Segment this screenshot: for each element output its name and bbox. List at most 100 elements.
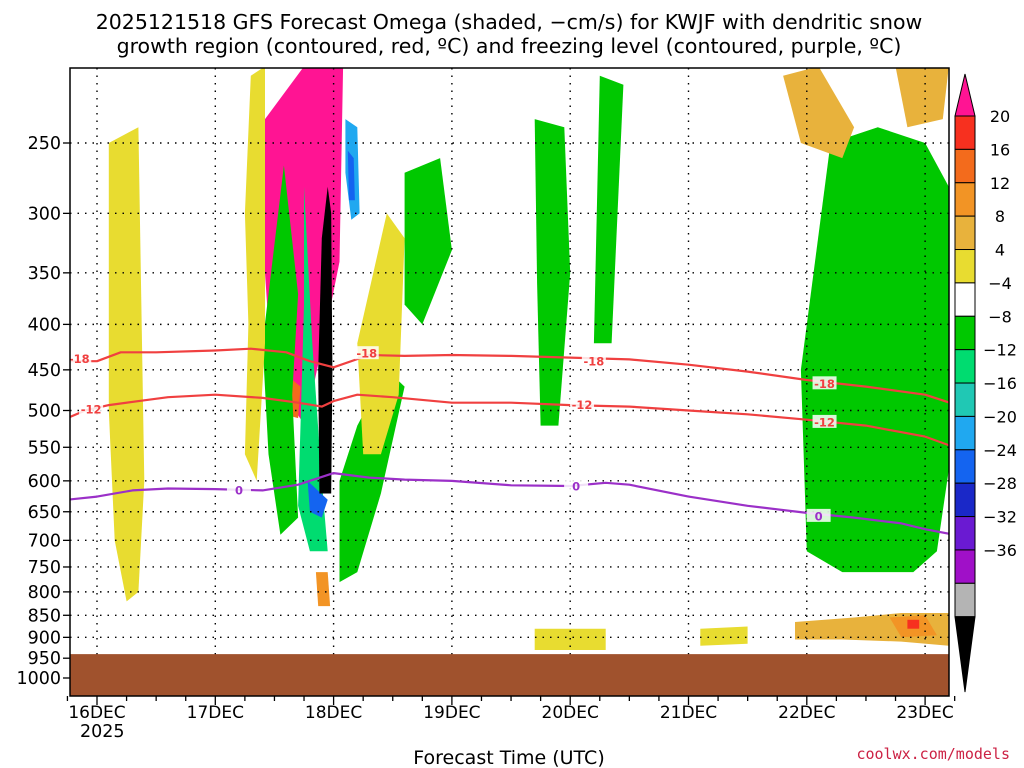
colorbar-swatch-15 bbox=[954, 582, 976, 618]
y-tick-label-1000: 1000 bbox=[16, 669, 61, 689]
contour-label-2-0: 0 bbox=[235, 483, 243, 497]
y-tick-label-700: 700 bbox=[28, 531, 61, 551]
omega-region-6 bbox=[307, 480, 328, 518]
colorbar-label-7: −12 bbox=[983, 341, 1017, 360]
y-tick-label-350: 350 bbox=[28, 264, 61, 284]
colorbar-label-1: 16 bbox=[990, 140, 1010, 159]
colorbar-label-5: −4 bbox=[988, 274, 1012, 293]
colorbar-swatch-2 bbox=[954, 148, 976, 184]
plot-area: -18 -18 -18 -18 -12 -12 -12 0 0 0 bbox=[69, 68, 949, 696]
y-tick-label-300: 300 bbox=[28, 204, 61, 224]
contour-label-bg bbox=[564, 478, 589, 492]
contour-label-1-1: -12 bbox=[572, 398, 593, 412]
omega-region-8 bbox=[315, 572, 331, 607]
x-axis-year-label: 2025 bbox=[80, 722, 125, 742]
contour-label-bg bbox=[79, 401, 104, 415]
y-tick-label-450: 450 bbox=[28, 361, 61, 381]
x-tick-label-23DEC: 23DEC bbox=[896, 703, 953, 723]
chart-title-line-1: 2025121518 GFS Forecast Omega (shaded, −… bbox=[96, 10, 923, 34]
colorbar-label-4: 4 bbox=[995, 241, 1005, 260]
y-tick-label-400: 400 bbox=[28, 315, 61, 335]
x-tick-label-21DEC: 21DEC bbox=[660, 703, 717, 723]
contour-label-2-2: 0 bbox=[815, 509, 823, 523]
omega-region-26 bbox=[357, 213, 405, 455]
x-tick-label-16DEC: 16DEC bbox=[68, 703, 125, 723]
x-axis-title: Forecast Time (UTC) bbox=[413, 747, 604, 768]
colorbar-swatch-3 bbox=[954, 182, 976, 217]
contour-label-bg bbox=[812, 414, 837, 428]
contour-label-bg bbox=[226, 482, 251, 496]
y-tick-label-650: 650 bbox=[28, 503, 61, 523]
colorbar-swatch-11 bbox=[954, 449, 976, 484]
contour-label-bg bbox=[354, 346, 379, 360]
x-tick-label-19DEC: 19DEC bbox=[423, 703, 480, 723]
omega-region-13 bbox=[783, 68, 855, 159]
contour-label-0-0: -18 bbox=[69, 352, 90, 366]
contour-label-bg bbox=[70, 351, 92, 365]
contour-label-bg bbox=[570, 397, 595, 411]
x-tick-label-22DEC: 22DEC bbox=[778, 703, 835, 723]
contour-label-0-2: -18 bbox=[583, 355, 604, 369]
y-tick-label-950: 950 bbox=[28, 649, 61, 669]
y-tick-label-250: 250 bbox=[28, 134, 61, 154]
contour-label-bg bbox=[581, 354, 606, 368]
x-tick-label-20DEC: 20DEC bbox=[542, 703, 599, 723]
colorbar-label-8: −16 bbox=[983, 374, 1017, 393]
y-tick-label-500: 500 bbox=[28, 402, 61, 422]
colorbar-cap-bottom bbox=[954, 616, 976, 693]
y-tick-label-800: 800 bbox=[28, 583, 61, 603]
contours: -18 -18 -18 -18 -12 -12 -12 0 0 0 bbox=[69, 346, 949, 535]
colorbar-swatch-8 bbox=[954, 349, 976, 384]
contour-line-0 bbox=[70, 347, 949, 404]
colorbar-label-3: 8 bbox=[995, 207, 1005, 226]
omega-region-25 bbox=[244, 68, 265, 481]
colorbar-label-11: −28 bbox=[983, 474, 1017, 493]
omega-region-17 bbox=[907, 619, 920, 629]
contour-label-0-3: -18 bbox=[814, 377, 835, 391]
omega-region-19 bbox=[700, 626, 748, 646]
plot-frame bbox=[69, 67, 950, 697]
contour-label-1-0: -12 bbox=[81, 402, 102, 416]
colorbar-label-9: −20 bbox=[983, 407, 1017, 426]
colorbar-swatch-4 bbox=[954, 215, 976, 251]
y-tick-label-850: 850 bbox=[28, 606, 61, 626]
omega-region-23 bbox=[593, 75, 624, 344]
omega-region-22 bbox=[534, 119, 571, 426]
contour-label-bg bbox=[812, 376, 837, 390]
colorbar-label-6: −8 bbox=[988, 307, 1012, 326]
colorbar-label-12: −32 bbox=[983, 508, 1017, 527]
x-tick-label-18DEC: 18DEC bbox=[305, 703, 362, 723]
colorbar-swatch-9 bbox=[954, 382, 976, 417]
colorbar-swatch-13 bbox=[954, 516, 976, 551]
y-tick-label-600: 600 bbox=[28, 472, 61, 492]
colorbar-swatch-14 bbox=[954, 549, 976, 584]
credit-text: coolwx.com/models bbox=[856, 745, 1010, 763]
x-tick-label-17DEC: 17DEC bbox=[187, 703, 244, 723]
y-tick-label-750: 750 bbox=[28, 558, 61, 578]
colorbar-swatch-7 bbox=[954, 315, 976, 351]
colorbar-label-13: −36 bbox=[983, 541, 1017, 560]
colorbar-swatch-10 bbox=[954, 415, 976, 451]
colorbar-swatch-1 bbox=[954, 115, 976, 150]
colorbar-swatch-5 bbox=[954, 249, 976, 284]
y-tick-label-550: 550 bbox=[28, 438, 61, 458]
contour-label-bg bbox=[806, 508, 831, 522]
colorbar-swatch-6 bbox=[954, 282, 976, 317]
omega-region-4 bbox=[347, 150, 355, 201]
omega-region-14 bbox=[895, 68, 949, 128]
contour-line-1 bbox=[70, 393, 949, 447]
contour-label-0-1: -18 bbox=[356, 347, 377, 361]
omega-region-24 bbox=[404, 158, 452, 325]
colorbar: 20 16 12 8 4 −4 −8 −12 −16 −20 −24 −28 −32 −36 bbox=[954, 73, 1017, 693]
contour-label-1-2: -12 bbox=[814, 415, 835, 429]
omega-region-27 bbox=[108, 127, 145, 602]
x-axis: 16DEC 17DEC 18DEC 19DEC 20DEC 21DEC 22DEC 23DEC bbox=[66, 696, 956, 723]
terrain-fill bbox=[70, 654, 949, 696]
y-tick-label-900: 900 bbox=[28, 628, 61, 648]
colorbar-swatch-12 bbox=[954, 482, 976, 518]
colorbar-label-2: 12 bbox=[990, 174, 1010, 193]
contour-label-2-1: 0 bbox=[572, 479, 580, 493]
colorbar-label-10: −24 bbox=[983, 441, 1017, 460]
chart-title-line-2: growth region (contoured, red, ºC) and f… bbox=[117, 34, 902, 58]
